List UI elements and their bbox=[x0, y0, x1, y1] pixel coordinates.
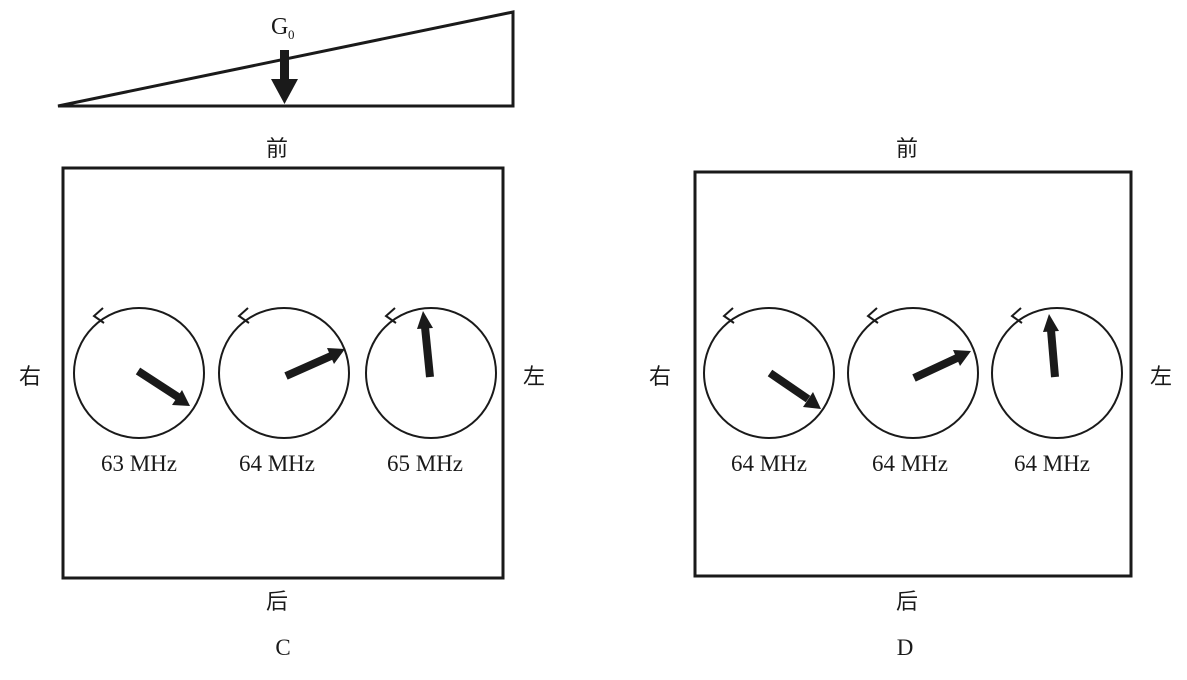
spin-element: 64 MHz bbox=[703, 307, 835, 476]
spin-element: 64 MHz bbox=[847, 307, 979, 476]
label-right: 右 bbox=[649, 365, 671, 390]
precession-circle bbox=[218, 307, 350, 439]
arrow-down-icon bbox=[271, 50, 298, 104]
gradient-label: G bbox=[271, 14, 288, 40]
gradient-wedge: G 0 bbox=[57, 10, 515, 108]
label-back: 后 bbox=[896, 590, 918, 615]
panel-c: 前 右 左 后 C 63 MHz 64 MHz bbox=[19, 137, 545, 660]
label-back: 后 bbox=[266, 590, 288, 615]
label-front: 前 bbox=[266, 137, 288, 162]
spin-element: 64 MHz bbox=[991, 307, 1123, 476]
rotation-arrow-icon bbox=[384, 307, 397, 324]
frequency-label: 63 MHz bbox=[101, 451, 177, 476]
frequency-label: 65 MHz bbox=[387, 451, 463, 476]
label-left: 左 bbox=[523, 365, 545, 390]
frequency-label: 64 MHz bbox=[731, 451, 807, 476]
precession-circle bbox=[703, 307, 835, 439]
spin-element: 64 MHz bbox=[218, 307, 350, 476]
frequency-label: 64 MHz bbox=[872, 451, 948, 476]
gradient-subscript: 0 bbox=[288, 27, 295, 42]
label-right: 右 bbox=[19, 365, 41, 390]
precession-circle bbox=[365, 307, 497, 439]
panel-d: 前 右 左 后 D 64 MHz 64 MHz bbox=[649, 137, 1172, 660]
panel-caption: C bbox=[275, 635, 290, 660]
rotation-arrow-icon bbox=[722, 307, 735, 324]
magnetization-arrow-icon bbox=[284, 348, 345, 380]
panel-caption: D bbox=[897, 635, 914, 660]
spin-element: 65 MHz bbox=[365, 307, 497, 476]
magnetization-arrow-icon bbox=[767, 369, 821, 409]
slice-box bbox=[693, 170, 1133, 578]
frequency-label: 64 MHz bbox=[239, 451, 315, 476]
rotation-arrow-icon bbox=[92, 307, 105, 324]
spin-element: 63 MHz bbox=[73, 307, 205, 476]
magnetization-arrow-icon bbox=[417, 311, 434, 378]
rotation-arrow-icon bbox=[866, 307, 879, 324]
precession-circle bbox=[847, 307, 979, 439]
precession-circle bbox=[991, 307, 1123, 439]
magnetization-arrow-icon bbox=[135, 367, 190, 406]
label-left: 左 bbox=[1150, 365, 1172, 390]
magnetization-arrow-icon bbox=[1043, 314, 1059, 378]
rotation-arrow-icon bbox=[1010, 307, 1023, 324]
precession-circle bbox=[73, 307, 205, 439]
rotation-arrow-icon bbox=[237, 307, 250, 324]
frequency-label: 64 MHz bbox=[1014, 451, 1090, 476]
slice-box bbox=[61, 166, 505, 580]
label-front: 前 bbox=[896, 137, 918, 162]
magnetization-arrow-icon bbox=[912, 350, 971, 382]
